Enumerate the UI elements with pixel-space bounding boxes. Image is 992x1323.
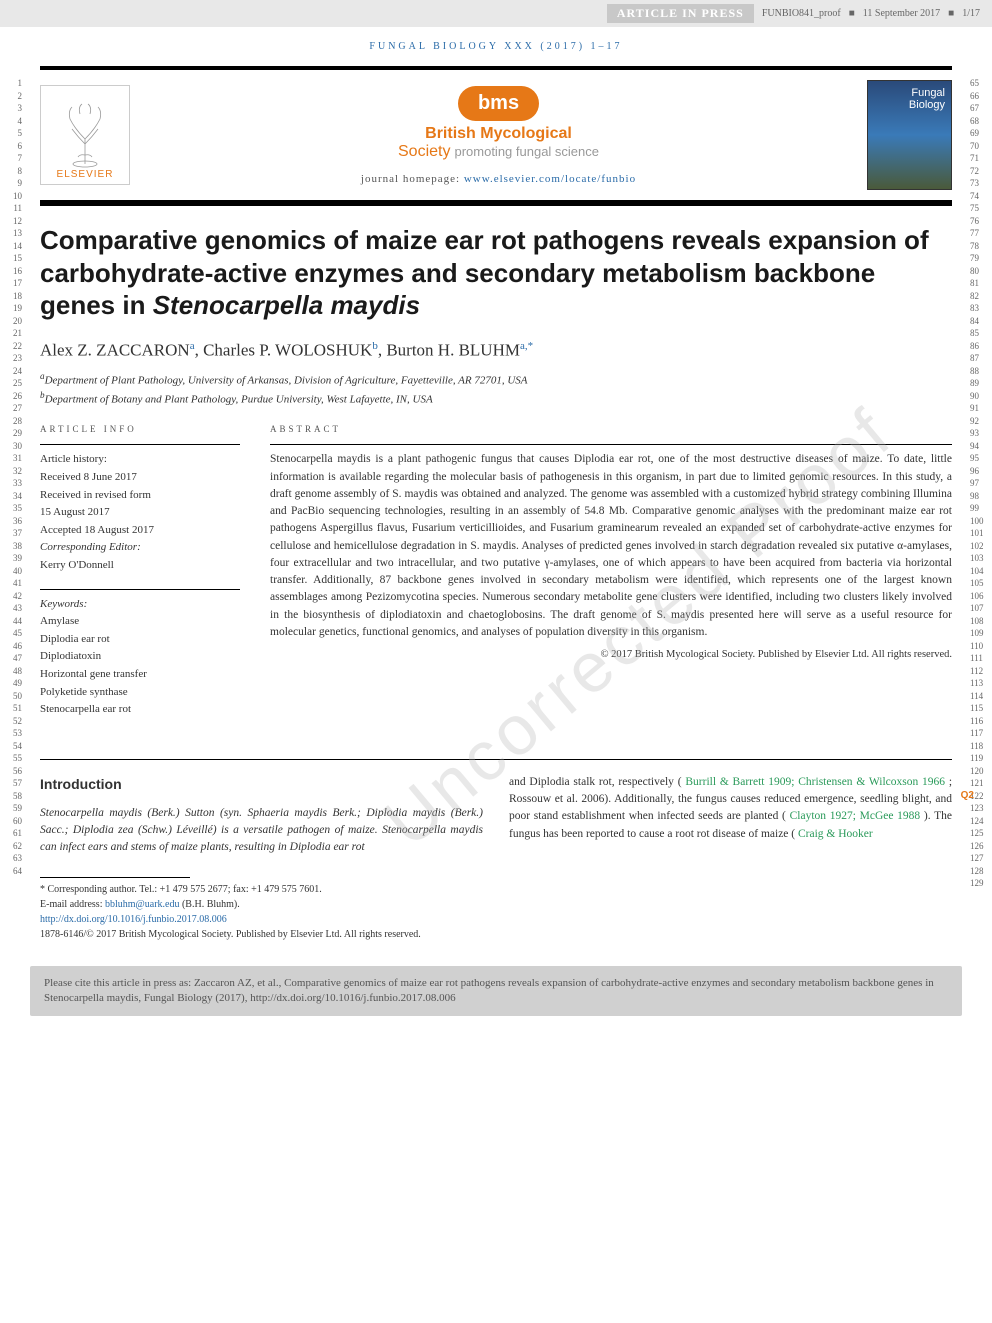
footer-rule: [40, 877, 190, 878]
editor-name: Kerry O'Donnell: [40, 557, 240, 575]
society-tagline: promoting fungal science: [454, 144, 599, 159]
query-q2: Q2: [961, 788, 974, 803]
society-name-1: British Mycological: [425, 125, 572, 142]
keywords-label: Keywords:: [40, 596, 240, 614]
kw4: Horizontal gene transfer: [40, 666, 240, 684]
intro-title: Introduction: [40, 774, 483, 795]
society-name-2: Society: [398, 143, 450, 160]
journal-reference: FUNGAL BIOLOGY XXX (2017) 1–17: [40, 35, 952, 66]
homepage-label: journal homepage:: [361, 173, 464, 185]
elsevier-tree-icon: [50, 99, 120, 169]
intro-p2: and Diplodia stalk rot, respectively ( B…: [509, 774, 952, 843]
kw3: Diplodiatoxin: [40, 648, 240, 666]
publisher-header: ELSEVIER bms British Mycological Society…: [40, 66, 952, 206]
title-italic: Stenocarpella maydis: [153, 290, 420, 320]
ref-burrill[interactable]: Burrill & Barrett 1909; Christensen & Wi…: [685, 776, 945, 788]
affiliations: aDepartment of Plant Pathology, Universi…: [40, 370, 952, 408]
bms-oval: bms: [458, 86, 539, 121]
email-suffix: (B.H. Bluhm).: [182, 899, 240, 910]
abstract-block: ABSTRACT Stenocarpella maydis is a plant…: [270, 424, 952, 718]
abstract-text: Stenocarpella maydis is a plant pathogen…: [270, 444, 952, 641]
proof-header: ARTICLE IN PRESS FUNBIO841_proof ■ 11 Se…: [0, 0, 992, 27]
proof-bullet2: ■: [948, 8, 954, 19]
citation-box: Please cite this article in press as: Za…: [30, 966, 962, 1017]
section-divider: [40, 759, 952, 760]
author-1: Alex Z. ZACCARON: [40, 340, 190, 359]
intro-p1: Stenocarpella maydis (Berk.) Sutton (syn…: [40, 805, 483, 857]
revised-1: Received in revised form: [40, 487, 240, 505]
received-date: Received 8 June 2017: [40, 469, 240, 487]
line-numbers-right: 6566676869707172737475767778798081828384…: [964, 27, 992, 950]
doi-link[interactable]: http://dx.doi.org/10.1016/j.funbio.2017.…: [40, 914, 227, 925]
authors-line: Alex Z. ZACCARONa, Charles P. WOLOSHUKb,…: [40, 340, 952, 361]
article-title: Comparative genomics of maize ear rot pa…: [40, 224, 952, 322]
author-3: , Burton H. BLUHM: [378, 340, 520, 359]
proof-bullet: ■: [849, 8, 855, 19]
proof-date: 11 September 2017: [863, 8, 940, 19]
line-numbers-left: 1234567891011121314151617181920212223242…: [0, 27, 28, 950]
cover-t1: Fungal: [911, 87, 945, 99]
proof-ref: FUNBIO841_proof: [762, 8, 841, 19]
in-press-banner: ARTICLE IN PRESS: [607, 4, 754, 23]
intro-col-right: and Diplodia stalk rot, respectively ( B…: [509, 774, 952, 942]
affiliation-a: aDepartment of Plant Pathology, Universi…: [40, 370, 952, 389]
kw5: Polyketide synthase: [40, 684, 240, 702]
intro-2a: and Diplodia stalk rot, respectively (: [509, 776, 682, 788]
kw6: Stenocarpella ear rot: [40, 701, 240, 719]
aff-a-text: Department of Plant Pathology, Universit…: [45, 375, 528, 387]
homepage-line: journal homepage: www.elsevier.com/locat…: [146, 173, 851, 185]
kw1: Amylase: [40, 613, 240, 631]
email-line: E-mail address: bbluhm@uark.edu (B.H. Bl…: [40, 897, 483, 912]
corresponding-author: * Corresponding author. Tel.: +1 479 575…: [40, 882, 483, 897]
bms-logo: bms: [458, 86, 539, 121]
footer-notes: * Corresponding author. Tel.: +1 479 575…: [40, 882, 483, 942]
abstract-copyright: © 2017 British Mycological Society. Publ…: [270, 649, 952, 660]
abstract-header: ABSTRACT: [270, 424, 952, 434]
elsevier-text: ELSEVIER: [57, 169, 114, 180]
email-link[interactable]: bbluhm@uark.edu: [105, 899, 179, 910]
author-2: , Charles P. WOLOSHUK: [195, 340, 373, 359]
intro-col-left: Introduction Stenocarpella maydis (Berk.…: [40, 774, 483, 942]
cover-t2: Biology: [909, 99, 945, 111]
affiliation-b: bDepartment of Botany and Plant Patholog…: [40, 389, 952, 408]
cover-title: Fungal Biology: [909, 87, 945, 111]
ref-clayton[interactable]: Clayton 1927; McGee 1988: [790, 810, 921, 822]
accepted-date: Accepted 18 August 2017: [40, 522, 240, 540]
journal-cover[interactable]: Fungal Biology: [867, 80, 952, 190]
aff-b-text: Department of Botany and Plant Pathology…: [45, 394, 433, 406]
elsevier-logo[interactable]: ELSEVIER: [40, 85, 130, 185]
kw2: Diplodia ear rot: [40, 631, 240, 649]
email-label: E-mail address:: [40, 899, 105, 910]
proof-page: 1/17: [962, 8, 980, 19]
author3-aff: a,*: [520, 340, 533, 352]
info-header: ARTICLE INFO: [40, 424, 240, 434]
homepage-link[interactable]: www.elsevier.com/locate/funbio: [464, 173, 636, 185]
society-block: bms British Mycological Society promotin…: [146, 86, 851, 185]
revised-2: 15 August 2017: [40, 504, 240, 522]
intro-col1-text: Stenocarpella maydis (Berk.) Sutton (syn…: [40, 807, 483, 854]
editor-label: Corresponding Editor:: [40, 539, 240, 557]
history-label: Article history:: [40, 451, 240, 469]
issn-line: 1878-6146/© 2017 British Mycological Soc…: [40, 927, 483, 942]
ref-craig[interactable]: Craig & Hooker: [798, 828, 873, 840]
article-info: Q1 ARTICLE INFO Article history: Receive…: [40, 424, 240, 718]
introduction-section: Introduction Stenocarpella maydis (Berk.…: [40, 774, 952, 942]
